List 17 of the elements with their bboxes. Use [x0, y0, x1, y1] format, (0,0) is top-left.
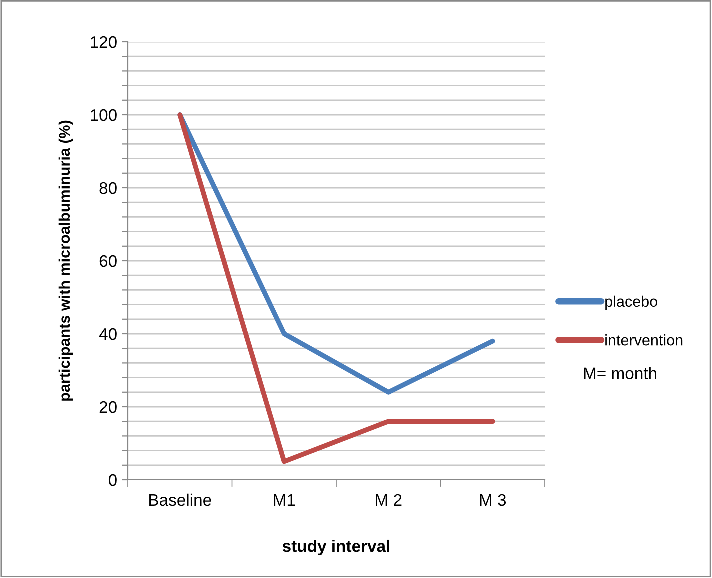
y-tick-label: 120	[91, 36, 117, 48]
x-tick-label: M1	[274, 494, 296, 506]
x-tick-label: Baseline	[150, 494, 212, 506]
text: M= month	[584, 367, 656, 380]
y-axis-title: participants with microalbuminuria (%)	[58, 120, 74, 401]
y-tick-label: 0	[108, 474, 117, 486]
y-tick-label: 80	[100, 182, 117, 194]
x-tick-label: M 2	[376, 494, 402, 506]
y-tick-label: 60	[100, 255, 117, 268]
y-tick-label: 20	[100, 401, 117, 414]
x-tick-label: M 3	[480, 494, 506, 506]
y-tick-label: 100	[91, 109, 117, 122]
y-tick-label: 40	[99, 328, 117, 340]
line-series	[178, 112, 496, 395]
x-axis-title: study interval	[282, 540, 390, 556]
legend-label: intervention	[606, 334, 683, 346]
legend-label: placebo	[606, 296, 658, 310]
